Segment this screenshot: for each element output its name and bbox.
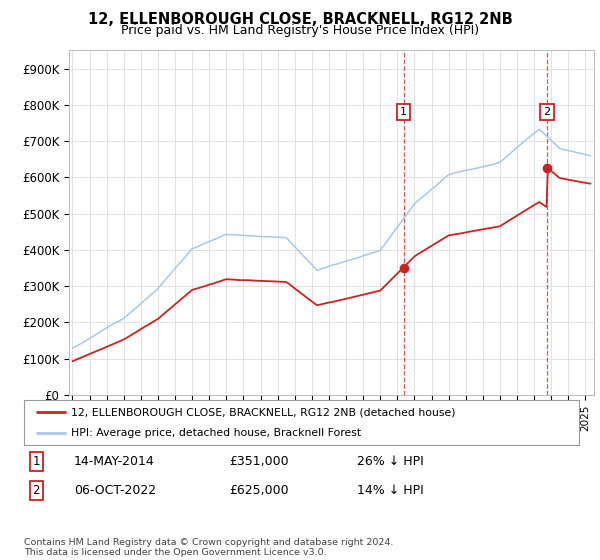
Text: £351,000: £351,000 — [229, 455, 289, 468]
Text: Contains HM Land Registry data © Crown copyright and database right 2024.
This d: Contains HM Land Registry data © Crown c… — [24, 538, 394, 557]
Text: 12, ELLENBOROUGH CLOSE, BRACKNELL, RG12 2NB: 12, ELLENBOROUGH CLOSE, BRACKNELL, RG12 … — [88, 12, 512, 27]
Text: HPI: Average price, detached house, Bracknell Forest: HPI: Average price, detached house, Brac… — [71, 428, 361, 438]
Text: £625,000: £625,000 — [229, 484, 289, 497]
Text: 14% ↓ HPI: 14% ↓ HPI — [357, 484, 424, 497]
Text: 12, ELLENBOROUGH CLOSE, BRACKNELL, RG12 2NB (detached house): 12, ELLENBOROUGH CLOSE, BRACKNELL, RG12 … — [71, 408, 455, 418]
Text: 2: 2 — [544, 107, 551, 117]
Text: 06-OCT-2022: 06-OCT-2022 — [74, 484, 156, 497]
Text: 2: 2 — [32, 484, 40, 497]
Text: 26% ↓ HPI: 26% ↓ HPI — [357, 455, 424, 468]
Text: 1: 1 — [400, 107, 407, 117]
Text: Price paid vs. HM Land Registry's House Price Index (HPI): Price paid vs. HM Land Registry's House … — [121, 24, 479, 37]
Text: 14-MAY-2014: 14-MAY-2014 — [74, 455, 155, 468]
Text: 1: 1 — [32, 455, 40, 468]
